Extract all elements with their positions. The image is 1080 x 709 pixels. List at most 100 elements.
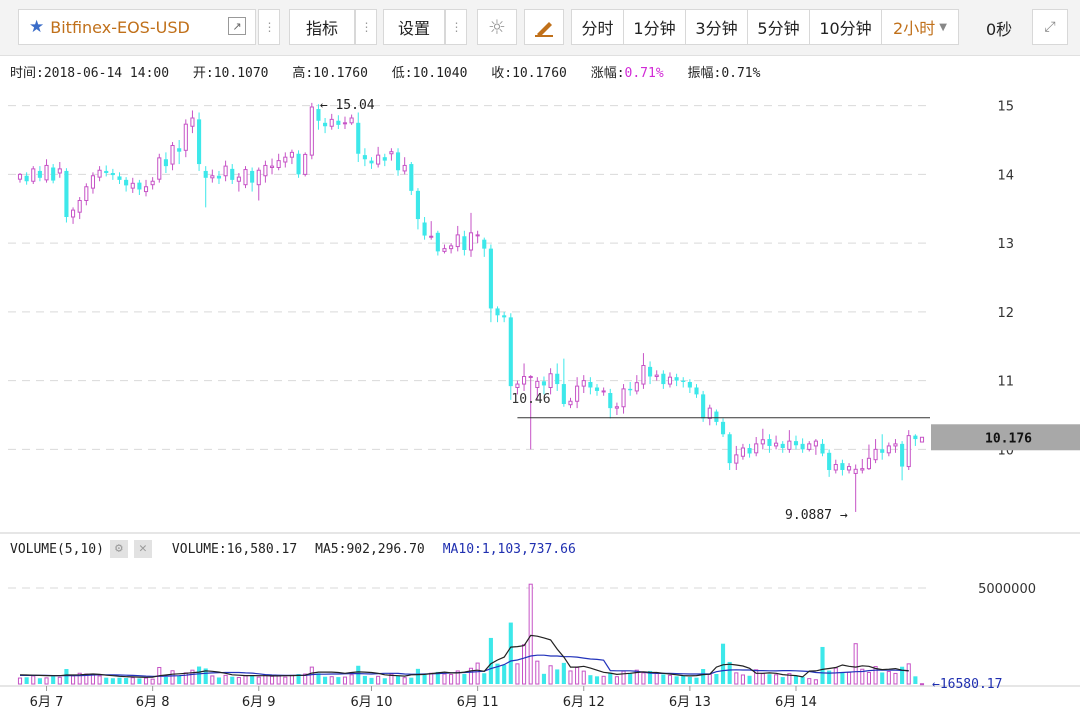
volume-bar: [435, 671, 440, 684]
volume-bar: [707, 673, 712, 685]
candle-body: [150, 180, 155, 186]
candle-body: [568, 400, 573, 406]
candle-body: [435, 232, 440, 252]
fullscreen-icon[interactable]: ⤢: [1032, 9, 1068, 45]
volume-bar: [813, 679, 818, 685]
x-tick-label: 6月 12: [563, 695, 605, 709]
candle-body: [37, 170, 42, 178]
volume-bar: [594, 676, 600, 684]
candle-body: [807, 443, 812, 450]
volume-bar: [462, 674, 467, 684]
ohlc-info-bar: 时间:2018-06-14 14:00 开:10.1070 高:10.1760 …: [10, 62, 776, 81]
volume-bar: [528, 583, 533, 685]
info-high: 高:10.1760: [292, 66, 368, 81]
candle-body: [263, 164, 268, 177]
price-tick-label: 14: [997, 168, 1014, 183]
volume-bar: [197, 666, 202, 684]
candle-body: [588, 382, 593, 388]
candle-body: [482, 239, 487, 249]
candle-body: [362, 155, 367, 160]
candle-body: [707, 407, 712, 419]
candle-body: [886, 445, 891, 454]
candle-body: [820, 443, 825, 454]
candle-body: [389, 151, 394, 155]
volume-bar: [906, 663, 911, 685]
volume-bar: [913, 676, 918, 684]
candle-body: [177, 148, 182, 152]
tab-period-fenshi[interactable]: 分时: [572, 10, 624, 44]
tab-period-2h[interactable]: 2小时 ▼: [882, 10, 958, 44]
volume-bar: [256, 676, 261, 685]
gear-icon[interactable]: ⚙: [109, 540, 128, 558]
candle-body: [601, 390, 606, 393]
candle-body: [57, 168, 62, 174]
volume-bar: [561, 662, 566, 684]
volume-bar: [488, 637, 493, 684]
volume-bar: [177, 675, 182, 684]
star-icon[interactable]: ★: [29, 17, 45, 37]
volume-bar: [880, 672, 885, 684]
candle-body: [289, 151, 294, 158]
tab-period-10min[interactable]: 10分钟: [810, 10, 882, 44]
volume-bar: [362, 675, 367, 684]
volume-bar: [283, 676, 288, 685]
volume-bar: [97, 675, 102, 685]
candle-body: [170, 145, 175, 165]
volume-bar: [468, 667, 474, 685]
settings-button[interactable]: 设置: [383, 9, 445, 45]
candle-body: [561, 384, 566, 404]
indicators-button[interactable]: 指标: [289, 9, 355, 45]
volume-bar: [342, 676, 348, 685]
tab-period-1min[interactable]: 1分钟: [624, 10, 686, 44]
candle-body: [508, 317, 513, 387]
symbol-more-icon[interactable]: ⋮: [258, 9, 280, 45]
candle-body: [309, 106, 314, 156]
volume-bar: [667, 674, 673, 685]
volume-bar: [740, 674, 745, 685]
volume-bar: [919, 683, 925, 686]
volume-bar: [800, 676, 805, 684]
theme-icon[interactable]: ☼: [477, 9, 517, 45]
volume-bar: [104, 677, 109, 684]
volume-bar: [860, 668, 865, 685]
candle-body: [840, 463, 845, 470]
indicators-more-icon[interactable]: ⋮: [355, 9, 377, 45]
volume-bar: [515, 663, 520, 685]
candle-body: [866, 457, 871, 470]
candle-body: [634, 382, 639, 392]
volume-bar: [110, 678, 115, 684]
candle-body: [860, 468, 865, 471]
volume-bar: [210, 675, 215, 685]
volume-bar: [223, 674, 228, 685]
symbol-selector[interactable]: ★ Bitfinex-EOS-USD: [18, 9, 256, 45]
volume-bar: [820, 646, 825, 684]
volume-bar: [853, 643, 858, 685]
candle-body: [402, 164, 407, 172]
volume-ma10: MA10:1,103,737.66: [442, 541, 576, 557]
draw-tool-icon[interactable]: [524, 9, 564, 45]
volume-bar: [621, 670, 626, 685]
candle-body: [694, 387, 699, 395]
ma5-line: [19, 634, 909, 678]
volume-bar: [767, 674, 772, 684]
candle-body: [906, 435, 911, 468]
close-icon[interactable]: ✕: [133, 540, 152, 558]
tab-period-5min[interactable]: 5分钟: [748, 10, 810, 44]
volume-bar: [900, 666, 905, 684]
candle-body: [827, 452, 832, 470]
volume-bar: [236, 676, 241, 685]
candle-body: [296, 153, 301, 175]
tab-period-3min[interactable]: 3分钟: [686, 10, 748, 44]
candle-body: [621, 388, 626, 408]
external-link-icon[interactable]: ↗: [228, 17, 246, 35]
volume-bar: [303, 673, 308, 685]
volume-bar: [508, 622, 513, 684]
candle-body: [893, 443, 898, 447]
candle-body: [754, 443, 759, 454]
volume-bar: [31, 675, 36, 685]
candle-body: [654, 374, 659, 377]
volume-bar: [840, 672, 845, 684]
volume-bar: [376, 675, 381, 685]
settings-more-icon[interactable]: ⋮: [445, 9, 467, 45]
